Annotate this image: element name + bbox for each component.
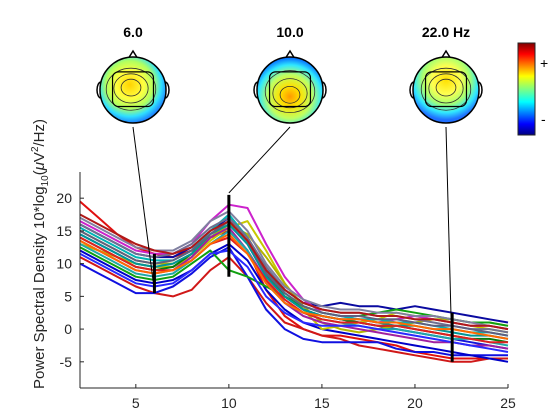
y-tick-label: -5 — [60, 354, 73, 370]
head-map — [412, 56, 480, 124]
x-tick-label: 10 — [221, 395, 237, 411]
scalp-map-label: 6.0 — [123, 24, 143, 40]
y-axis-title: Power Spectral Density 10*log10(μV2/Hz) — [30, 119, 51, 389]
freq-connector-line — [445, 126, 453, 360]
channel-line-21 — [79, 233, 509, 340]
x-tick-label: 15 — [314, 395, 330, 411]
scalp-map-label: 22.0 Hz — [422, 24, 470, 40]
x-tick-label: 20 — [407, 395, 423, 411]
contour-line — [435, 78, 457, 97]
x-ticks: 5 10 15 20 25 — [132, 384, 516, 411]
contour-line — [105, 67, 157, 111]
colorbar-plus-label: + — [540, 55, 548, 71]
colorbar: + - — [517, 42, 548, 136]
head-outline-inner — [111, 71, 155, 108]
channel-line-18 — [79, 220, 509, 337]
y-ticks: -5 0 5 10 15 20 — [56, 190, 84, 370]
contour-line — [264, 70, 316, 114]
freq-connector-line — [228, 126, 291, 194]
scalp-map-2 — [253, 49, 327, 124]
frequency-markers — [132, 126, 454, 362]
colorbar-minus-label: - — [541, 111, 546, 127]
channel-line-22 — [79, 249, 509, 353]
x-tick-label: 5 — [132, 395, 140, 411]
scalp-map-3 — [409, 49, 483, 124]
contour-line — [420, 67, 472, 111]
y-tick-label: 5 — [64, 288, 72, 304]
head-outline-inner — [268, 71, 312, 108]
freq-connector-line — [132, 126, 155, 292]
y-tick-label: 0 — [64, 321, 72, 337]
scalp-maps: 6.0 10.0 22.0 Hz — [96, 24, 483, 124]
colorbar-gradient — [517, 42, 536, 136]
contour-line — [279, 85, 301, 104]
head-outline-inner — [424, 71, 468, 108]
head-map — [256, 56, 324, 124]
contour-line — [113, 73, 149, 104]
scalp-map-1 — [96, 49, 170, 124]
y-tick-label: 20 — [56, 190, 72, 206]
y-tick-label: 15 — [56, 223, 72, 239]
plot-area — [80, 172, 508, 388]
contour-line — [272, 78, 308, 109]
axes — [79, 172, 508, 389]
contour-line — [120, 78, 142, 97]
x-tick-label: 25 — [500, 395, 516, 411]
channel-line-3 — [79, 246, 508, 357]
channel-line-20 — [79, 213, 509, 331]
channel-line-4 — [79, 243, 509, 363]
contour-line — [428, 73, 464, 104]
channel-line-2 — [79, 256, 508, 363]
y-tick-label: 10 — [56, 256, 72, 272]
scalp-map-label: 10.0 — [276, 24, 303, 40]
